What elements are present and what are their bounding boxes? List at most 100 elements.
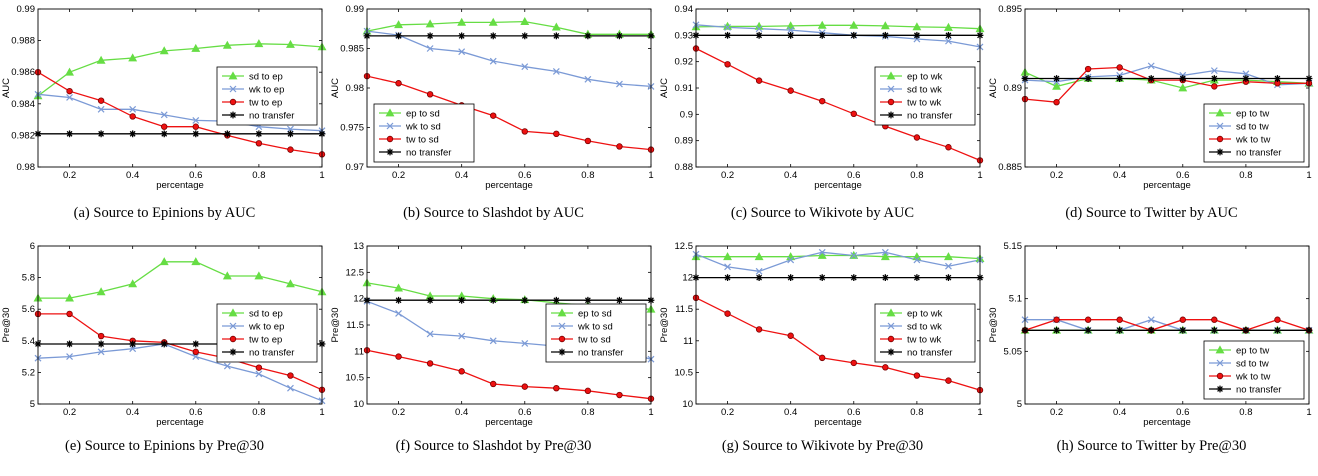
data-point [1179,75,1187,82]
legend-item: wk to tw [1209,372,1270,383]
legend-item: wk to ep [222,85,284,96]
y-tick-label: 0.988 [11,36,35,47]
data-point [458,332,466,340]
data-point [755,326,763,333]
x-axis-label: percentage [814,417,862,428]
series-line [37,93,323,132]
legend-item: ep to tw [1209,345,1269,357]
data-point [786,21,796,30]
data-point [458,368,465,375]
data-point [287,372,294,379]
legend: ep to sd wk to sd tw to sd no transfer [545,303,647,363]
legend-item: no transfer [1209,148,1281,159]
y-tick-label: 11.5 [675,304,693,315]
legend-marker [229,98,237,106]
x-tick-label: 0.8 [252,407,265,418]
legend-marker [386,122,394,130]
data-point [458,32,466,40]
chart-panel: 5 5.2 5.4 5.6 5.8 6 0.2 0.4 0.6 0.8 1 percentage Pre… [0,239,329,476]
chart-panel: 10 10.5 11 11.5 12 12.5 13 0.2 0.4 0.6 0.8 1 percent… [329,239,658,476]
data-point [128,279,138,288]
legend-marker [558,335,566,343]
y-tick-label: 0.92 [675,57,694,68]
x-tick-label: 0.8 [1239,170,1252,181]
x-axis-label: percentage [485,417,533,428]
y-tick-label: 0.89 [675,136,694,147]
data-point [129,340,137,348]
data-point [1052,81,1062,90]
data-point [724,31,731,39]
data-point [521,296,529,304]
legend-marker [1216,135,1224,143]
legend-label: tw to ep [249,335,282,346]
data-point [818,274,826,281]
legend-item: ep to sd [379,108,440,120]
data-point [787,332,794,339]
data-point [1178,83,1188,92]
y-axis-label: Pre@30 [330,308,341,343]
series-group [1020,316,1314,334]
data-point [755,274,763,281]
data-point [880,252,890,261]
y-tick-label: 0.982 [11,130,35,141]
x-axis-label: percentage [1143,417,1191,428]
data-point [521,63,529,71]
legend-marker [887,111,895,119]
chart-panel: 0.98 0.982 0.984 0.986 0.988 0.99 0.2 0.4 0.6 0.8… [0,2,329,239]
data-point [97,130,105,138]
legend-marker [229,111,237,119]
series-group [1020,62,1314,106]
legend-item: wk to ep [222,322,284,333]
series-line [366,30,652,88]
data-point [223,362,231,370]
chart-caption: (b) Source to Slashdot by AUC [403,205,584,221]
data-point [1084,316,1092,323]
data-point [1053,99,1060,106]
data-point [945,274,952,281]
axes-frame [37,245,323,405]
data-point [787,274,795,281]
legend-marker [386,148,394,156]
data-point [521,383,528,390]
data-point [1084,326,1092,334]
data-point [850,110,857,118]
data-point [192,340,200,348]
data-point [913,256,921,264]
y-tick-label: 0.91 [675,83,694,94]
data-point [1053,75,1060,82]
data-point [818,248,826,256]
data-point [192,353,200,361]
y-tick-label: 5 [1017,399,1022,410]
data-point [881,274,889,281]
y-tick-label: 12.5 [675,241,694,252]
legend-item: sd to wk [880,85,942,96]
x-tick-label: 1 [977,170,982,181]
series-line [695,297,981,391]
legend: ep to sd wk to sd tw to sd no transfer [373,103,475,163]
legend-label: no transfer [249,111,294,122]
legend: ep to tw sd to tw wk to tw no transfer [1203,103,1305,163]
data-point [584,296,592,304]
data-point [553,384,560,392]
data-point [1147,326,1155,334]
chart-caption: (g) Source to Wikivote by Pre@30 [721,438,924,454]
data-point [787,87,794,94]
data-point [1053,326,1060,334]
legend-marker [1216,372,1224,380]
legend-item: ep to sd [551,308,612,320]
legend-marker [229,322,237,330]
data-point [724,263,731,271]
series-line [366,20,651,35]
data-point [945,37,952,45]
legend: sd to ep wk to ep tw to ep no transfer [216,66,318,126]
y-tick-label: 0.975 [340,123,364,134]
series-line [37,343,323,402]
y-tick-label: 5.8 [22,273,35,284]
series-line [37,43,323,97]
data-point [1116,75,1124,82]
legend-marker [386,135,394,143]
y-tick-label: 0.97 [346,162,365,173]
x-tick-label: 1 [1306,170,1311,181]
chart-caption: (h) Source to Twitter by Pre@30 [1056,438,1247,454]
legend-item: no transfer [551,348,623,359]
